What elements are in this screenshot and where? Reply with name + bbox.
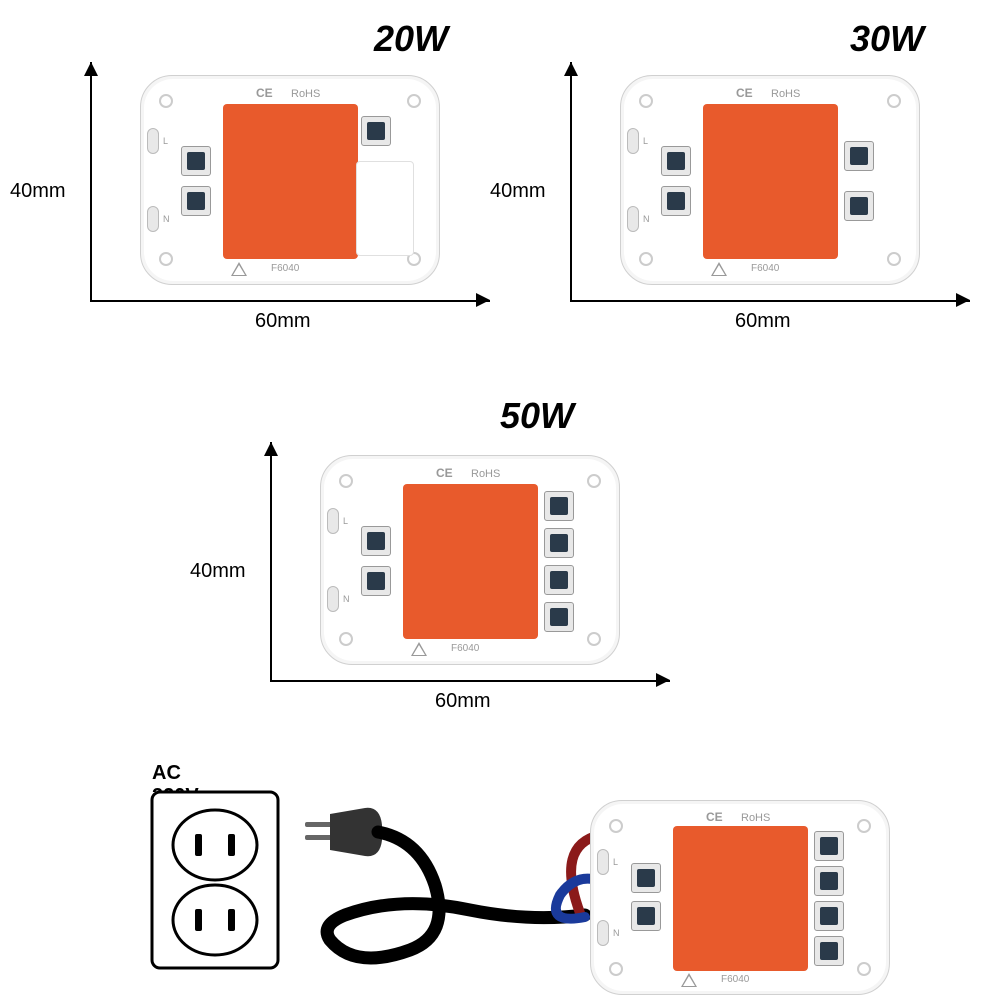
ce-mark: CE — [706, 810, 723, 824]
model-mark: F6040 — [751, 263, 779, 274]
arrow-h-30w — [570, 300, 970, 302]
rohs-mark: RoHS — [291, 88, 320, 100]
arrowhead-right-20w — [476, 293, 490, 307]
arrow-v-50w — [270, 442, 272, 680]
chip-wired: L N CE RoHS F6040 — [590, 800, 890, 995]
arrowhead-up-30w — [564, 62, 578, 76]
terminal-n: N — [163, 214, 170, 224]
dim-width-50w: 60mm — [435, 690, 491, 713]
model-mark: F6040 — [451, 643, 479, 654]
arrowhead-right-50w — [656, 673, 670, 687]
arrow-h-50w — [270, 680, 670, 682]
terminal-l: L — [643, 136, 648, 146]
terminal-n: N — [643, 214, 650, 224]
terminal-n: N — [343, 594, 350, 604]
dim-height-50w: 40mm — [190, 560, 246, 583]
outlet-icon — [150, 790, 280, 970]
arrowhead-up-50w — [264, 442, 278, 456]
arrowhead-up-20w — [84, 62, 98, 76]
chip-50w: L N CE RoHS F6040 — [320, 455, 620, 665]
terminal-l: L — [613, 857, 618, 867]
ce-mark: CE — [736, 86, 753, 100]
chip-30w: L N CE RoHS F6040 — [620, 75, 920, 285]
ce-mark: CE — [436, 466, 453, 480]
terminal-n: N — [613, 928, 620, 938]
rohs-mark: RoHS — [741, 812, 770, 824]
dim-width-30w: 60mm — [735, 310, 791, 333]
dim-height-30w: 40mm — [490, 180, 546, 203]
model-mark: F6040 — [721, 974, 749, 985]
terminal-l: L — [343, 516, 348, 526]
arrow-v-20w — [90, 62, 92, 300]
dim-height-20w: 40mm — [10, 180, 66, 203]
arrow-h-20w — [90, 300, 490, 302]
dim-width-20w: 60mm — [255, 310, 311, 333]
chip-20w: L N CE RoHS F6040 — [140, 75, 440, 285]
arrowhead-right-30w — [956, 293, 970, 307]
model-mark: F6040 — [271, 263, 299, 274]
rohs-mark: RoHS — [471, 468, 500, 480]
ce-mark: CE — [256, 86, 273, 100]
wattage-50w: 50W — [500, 395, 574, 437]
arrow-v-30w — [570, 62, 572, 300]
wattage-20w: 20W — [374, 18, 448, 60]
rohs-mark: RoHS — [771, 88, 800, 100]
terminal-l: L — [163, 136, 168, 146]
wattage-30w: 30W — [850, 18, 924, 60]
